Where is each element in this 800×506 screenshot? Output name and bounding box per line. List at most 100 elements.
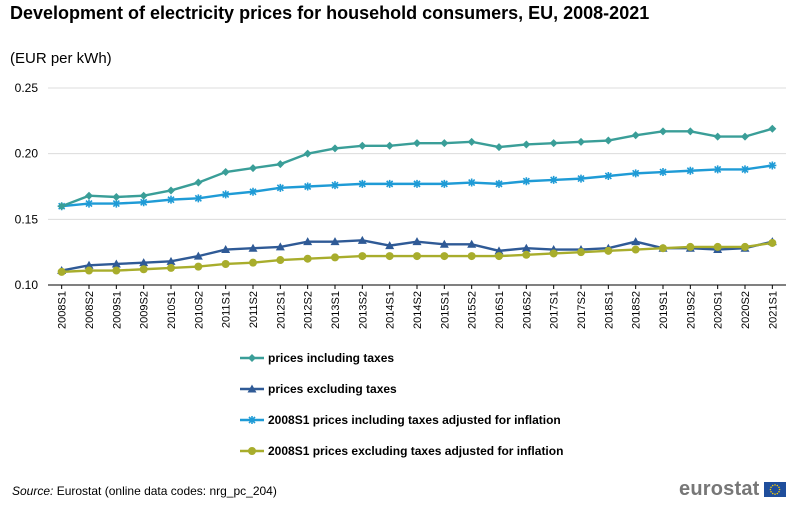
x-tick-label: 2020S2 <box>740 291 752 329</box>
data-point <box>659 168 667 177</box>
data-point <box>330 237 340 246</box>
data-point <box>139 258 149 267</box>
source-note: Source: Eurostat (online data codes: nrg… <box>12 484 277 498</box>
data-point <box>577 137 585 146</box>
data-point <box>194 194 203 203</box>
data-point <box>631 237 641 246</box>
x-tick-label: 2009S1 <box>111 291 123 329</box>
data-point <box>522 140 531 149</box>
legend-item: 2008S1 prices including taxes adjusted f… <box>240 412 563 428</box>
data-point <box>467 178 476 187</box>
x-tick-label: 2015S1 <box>439 291 451 329</box>
legend-label: 2008S1 prices including taxes adjusted f… <box>268 413 561 427</box>
data-point <box>221 190 230 199</box>
data-point <box>331 181 339 190</box>
source-text: Eurostat (online data codes: nrg_pc_204) <box>56 484 277 498</box>
data-point <box>768 124 777 133</box>
data-point <box>494 246 504 255</box>
data-point <box>166 256 176 265</box>
data-point <box>167 195 175 204</box>
data-point <box>276 183 285 192</box>
x-tick-label: 2008S1 <box>57 291 69 329</box>
chart-title: Development of electricity prices for ho… <box>10 3 650 23</box>
x-tick-label: 2010S1 <box>166 291 178 329</box>
data-point <box>522 250 531 259</box>
data-point <box>768 238 777 247</box>
x-tick-label: 2009S2 <box>139 291 151 329</box>
legend-swatch <box>240 354 264 362</box>
legend-label: prices including taxes <box>268 351 395 365</box>
data-point <box>331 253 339 262</box>
x-tick-label: 2017S2 <box>576 291 588 329</box>
x-tick-label: 2018S2 <box>631 291 643 329</box>
data-point <box>276 256 285 265</box>
data-point <box>549 249 558 258</box>
y-tick-label: 0.15 <box>15 212 39 226</box>
data-point <box>385 141 394 150</box>
data-point <box>604 171 613 180</box>
data-point <box>194 262 203 271</box>
data-point <box>275 242 285 251</box>
data-point <box>577 248 585 257</box>
data-point <box>412 237 422 246</box>
eurostat-logo: eurostat <box>679 478 786 501</box>
data-point <box>248 354 256 362</box>
legend-swatch <box>240 384 264 393</box>
data-point <box>57 202 66 211</box>
data-point <box>385 252 394 261</box>
y-tick-label: 0.25 <box>15 81 39 95</box>
data-point <box>741 132 749 141</box>
data-point <box>167 186 175 195</box>
data-point <box>357 235 367 244</box>
data-point <box>111 259 121 268</box>
data-point <box>686 166 695 175</box>
data-point <box>167 263 175 272</box>
data-point <box>522 177 531 186</box>
data-point <box>413 179 421 188</box>
chart-subtitle: (EUR per kWh) <box>10 50 112 67</box>
data-point <box>713 242 722 251</box>
eu-flag-icon <box>763 482 786 497</box>
data-point <box>139 198 148 207</box>
data-point <box>303 182 312 191</box>
data-point <box>686 242 695 251</box>
x-tick-label: 2011S2 <box>248 291 260 328</box>
data-point <box>467 252 476 261</box>
data-point <box>604 246 613 255</box>
data-point <box>549 139 558 148</box>
data-point <box>194 178 203 187</box>
data-point <box>221 168 230 177</box>
data-point <box>249 187 257 196</box>
data-point <box>686 127 695 136</box>
data-point <box>249 258 257 267</box>
data-point <box>549 175 558 184</box>
data-point <box>248 416 256 424</box>
data-point <box>358 252 367 261</box>
x-tick-label: 2019S1 <box>658 291 670 329</box>
x-tick-label: 2016S2 <box>521 291 533 329</box>
data-point <box>358 179 367 188</box>
x-tick-label: 2014S2 <box>412 291 424 329</box>
data-point <box>768 161 777 170</box>
legend-label: 2008S1 prices excluding taxes adjusted f… <box>268 444 564 458</box>
data-point <box>85 199 93 208</box>
data-point <box>467 137 476 146</box>
x-tick-label: 2013S2 <box>357 291 369 329</box>
data-point <box>385 241 395 250</box>
legend-item: prices including taxes <box>240 350 563 366</box>
x-tick-label: 2014S1 <box>385 291 397 329</box>
data-point <box>193 251 203 260</box>
line-chart: 0.10 0.15 0.20 0.25 2008S1 2008S2 2009S1 2009S2… <box>15 81 786 329</box>
x-tick-label: 2012S2 <box>303 291 315 329</box>
legend-item: prices excluding taxes <box>240 381 563 397</box>
data-point <box>248 243 258 252</box>
x-tick-label: 2021S1 <box>767 291 779 329</box>
y-tick-label: 0.10 <box>15 278 39 292</box>
chart-legend: prices including taxes prices excluding t… <box>240 350 563 474</box>
data-point <box>713 165 722 174</box>
data-point <box>276 160 285 169</box>
data-point <box>495 179 503 188</box>
data-point <box>85 266 93 275</box>
x-tick-label: 2008S2 <box>84 291 96 329</box>
y-tick-label: 0.20 <box>15 147 39 161</box>
